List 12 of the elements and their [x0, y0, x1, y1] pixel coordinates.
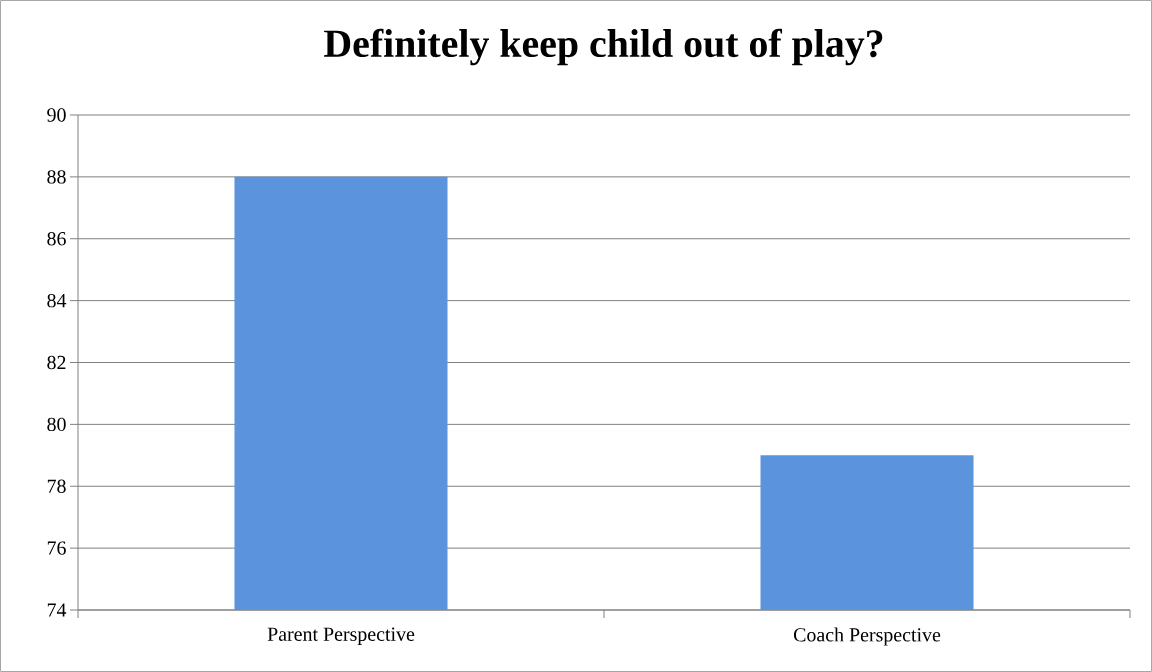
- x-tick-label: Parent Perspective: [267, 627, 415, 645]
- y-tick-label: 90: [47, 108, 66, 122]
- y-tick-label: 86: [47, 232, 66, 246]
- y-tick-label: 80: [47, 417, 66, 432]
- x-tick-label: Coach Perspective: [793, 627, 941, 646]
- chart-title: Definitely keep child out of play?: [324, 28, 883, 66]
- y-tick-label: 84: [47, 293, 67, 308]
- y-tick-label: 88: [47, 170, 66, 184]
- y-tick-label: 76: [47, 541, 66, 555]
- y-tick-label: 82: [47, 355, 66, 370]
- y-tick-label: 78: [47, 479, 66, 493]
- y-tick-label: 74: [47, 603, 67, 617]
